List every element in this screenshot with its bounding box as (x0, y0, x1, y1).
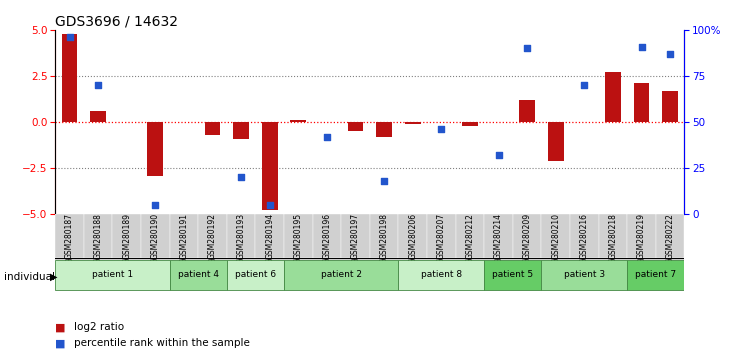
Point (63, 35, 75, 40)
Bar (291, 120, 306, 122)
FancyBboxPatch shape (255, 214, 284, 258)
Text: GSM280206: GSM280206 (408, 213, 417, 259)
Bar (605, 73, 621, 122)
Text: GSM280207: GSM280207 (437, 213, 446, 259)
FancyBboxPatch shape (513, 214, 542, 258)
FancyBboxPatch shape (398, 260, 484, 290)
Text: GSM280216: GSM280216 (580, 213, 589, 259)
Text: GSM280197: GSM280197 (351, 213, 360, 259)
Text: individual: individual (4, 272, 54, 282)
Text: GDS3696 / 14632: GDS3696 / 14632 (55, 15, 178, 29)
Bar (405, 122, 420, 124)
FancyBboxPatch shape (342, 214, 369, 258)
FancyBboxPatch shape (198, 214, 227, 258)
Point (492, 153, 504, 158)
Text: log2 ratio: log2 ratio (74, 322, 124, 332)
Point (321, 134, 333, 140)
Text: patient 2: patient 2 (321, 270, 361, 279)
Bar (520, 100, 535, 122)
Bar (62, 34, 77, 122)
Point (521, 46, 533, 51)
FancyBboxPatch shape (369, 214, 398, 258)
Bar (233, 122, 249, 139)
Text: GSM280187: GSM280187 (65, 213, 74, 259)
Point (149, 202, 161, 208)
FancyBboxPatch shape (55, 214, 84, 258)
Text: percentile rank within the sample: percentile rank within the sample (74, 338, 250, 348)
Text: ▶: ▶ (50, 272, 57, 282)
FancyBboxPatch shape (456, 214, 484, 258)
Text: GSM280193: GSM280193 (236, 213, 246, 259)
FancyBboxPatch shape (398, 214, 427, 258)
Text: GSM280222: GSM280222 (665, 213, 675, 259)
Point (578, 82, 590, 88)
Text: patient 7: patient 7 (635, 270, 676, 279)
Text: GSM280191: GSM280191 (180, 213, 188, 259)
Text: GSM280198: GSM280198 (380, 213, 389, 259)
Text: GSM280196: GSM280196 (322, 213, 331, 259)
Point (636, 44, 648, 50)
Bar (262, 122, 277, 211)
Bar (548, 122, 564, 161)
FancyBboxPatch shape (284, 260, 398, 290)
FancyBboxPatch shape (141, 214, 169, 258)
Bar (376, 122, 392, 137)
FancyBboxPatch shape (55, 260, 169, 290)
Text: patient 3: patient 3 (564, 270, 605, 279)
Point (236, 175, 247, 180)
Text: GSM280190: GSM280190 (151, 213, 160, 259)
FancyBboxPatch shape (570, 214, 598, 258)
FancyBboxPatch shape (113, 214, 141, 258)
Text: patient 4: patient 4 (177, 270, 219, 279)
FancyBboxPatch shape (484, 260, 542, 290)
Text: GSM280212: GSM280212 (465, 213, 475, 259)
Text: patient 8: patient 8 (421, 270, 462, 279)
FancyBboxPatch shape (169, 260, 227, 290)
Point (436, 127, 447, 132)
FancyBboxPatch shape (542, 260, 627, 290)
FancyBboxPatch shape (227, 214, 255, 258)
FancyBboxPatch shape (656, 214, 684, 258)
Text: GSM280214: GSM280214 (494, 213, 503, 259)
Bar (91, 111, 106, 122)
Text: GSM280192: GSM280192 (208, 213, 217, 259)
FancyBboxPatch shape (598, 214, 627, 258)
Bar (462, 122, 478, 126)
FancyBboxPatch shape (627, 214, 656, 258)
Point (378, 178, 390, 184)
Text: GSM280195: GSM280195 (294, 213, 302, 259)
Point (263, 202, 275, 208)
Text: GSM280188: GSM280188 (93, 213, 102, 259)
FancyBboxPatch shape (484, 214, 513, 258)
Text: GSM280210: GSM280210 (551, 213, 560, 259)
Text: GSM280218: GSM280218 (609, 213, 618, 259)
FancyBboxPatch shape (427, 214, 456, 258)
FancyBboxPatch shape (84, 214, 113, 258)
Point (665, 51, 676, 57)
Text: patient 1: patient 1 (92, 270, 133, 279)
Bar (347, 122, 364, 131)
FancyBboxPatch shape (313, 214, 342, 258)
Text: GSM280194: GSM280194 (265, 213, 275, 259)
Text: ■: ■ (55, 322, 66, 332)
Text: GSM280219: GSM280219 (637, 213, 646, 259)
Text: patient 6: patient 6 (235, 270, 276, 279)
FancyBboxPatch shape (169, 214, 198, 258)
Text: GSM280189: GSM280189 (122, 213, 131, 259)
Point (92, 82, 104, 88)
FancyBboxPatch shape (542, 214, 570, 258)
FancyBboxPatch shape (627, 260, 684, 290)
Text: patient 5: patient 5 (492, 270, 534, 279)
Bar (147, 122, 163, 176)
Text: GSM280209: GSM280209 (523, 213, 531, 259)
FancyBboxPatch shape (227, 260, 284, 290)
Bar (634, 84, 649, 122)
FancyBboxPatch shape (284, 214, 313, 258)
Bar (205, 122, 220, 135)
Text: ■: ■ (55, 338, 66, 348)
Bar (662, 91, 678, 122)
